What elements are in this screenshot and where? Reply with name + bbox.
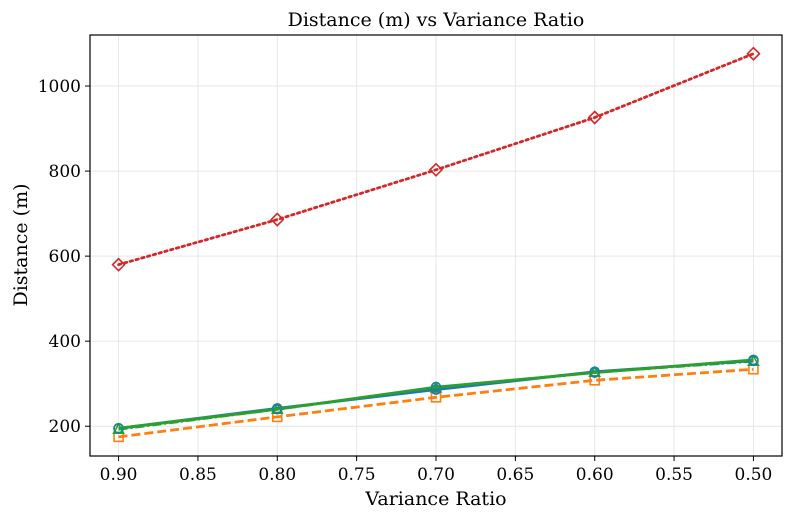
- y-tick-label: 400: [49, 332, 81, 352]
- x-tick-label: 0.50: [735, 465, 773, 485]
- y-axis-label: Distance (m): [10, 183, 32, 306]
- series-0: [111, 46, 761, 272]
- data-point-diamond: [111, 257, 126, 272]
- y-tick-label: 600: [49, 247, 81, 267]
- data-point-circle: [589, 367, 601, 378]
- y-tick-label: 800: [49, 162, 81, 182]
- series-4: [113, 354, 759, 434]
- data-point-circle: [430, 381, 442, 393]
- y-tick-label: 200: [49, 417, 81, 437]
- chart-title: Distance (m) vs Variance Ratio: [288, 9, 585, 31]
- x-tick-label: 0.55: [655, 465, 693, 485]
- data-point-circle: [748, 354, 759, 366]
- data-point-square: [430, 392, 442, 403]
- x-tick-label: 0.60: [576, 465, 614, 485]
- series-line: [117, 52, 755, 267]
- x-tick-label: 0.75: [338, 465, 376, 485]
- x-tick-label: 0.85: [179, 465, 217, 485]
- x-tick-label: 0.70: [417, 465, 455, 485]
- x-tick-label: 0.80: [258, 465, 296, 485]
- x-axis: 0.90 0.85 0.80 0.75 0.70 0.65 0.60 0.55 0.50: [100, 456, 773, 485]
- series-line: [118, 358, 754, 430]
- data-point-diamond: [270, 212, 285, 227]
- data-point-diamond: [746, 46, 761, 61]
- x-tick-label: 0.90: [100, 465, 138, 485]
- data-point-diamond: [428, 162, 444, 177]
- series-layer: [111, 46, 761, 443]
- y-axis: 200 400 600 800 1000: [38, 77, 90, 437]
- data-point-circle: [271, 403, 283, 415]
- data-point-diamond: [587, 110, 602, 125]
- x-tick-label: 0.65: [496, 465, 534, 485]
- y-tick-label: 1000: [38, 77, 81, 97]
- x-axis-label: Variance Ratio: [364, 488, 506, 510]
- data-point-circle: [113, 423, 124, 434]
- series-line: [118, 367, 754, 439]
